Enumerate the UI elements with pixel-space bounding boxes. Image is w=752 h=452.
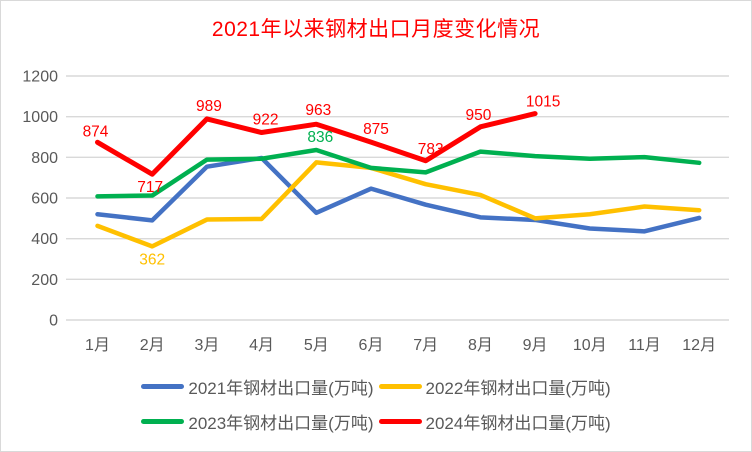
svg-text:1月: 1月	[85, 337, 110, 354]
legend-line-2022-icon	[378, 384, 422, 389]
series-line-2021	[95, 155, 702, 234]
svg-text:7月: 7月	[413, 337, 438, 354]
legend-label-2024: 2024年钢材出口量(万吨)	[425, 414, 611, 433]
legend-line-2023-icon	[141, 419, 185, 424]
svg-text:875: 875	[363, 121, 389, 138]
svg-text:874: 874	[83, 123, 109, 140]
chart-title: 2021年以来钢材出口月度变化情况	[211, 18, 541, 41]
svg-text:800: 800	[31, 150, 58, 167]
legend-item-2021: 2021年钢材出口量(万吨)	[141, 374, 374, 399]
svg-text:400: 400	[31, 231, 58, 248]
legend-row-1: 2021年钢材出口量(万吨) 2022年钢材出口量(万吨)	[141, 374, 611, 399]
legend-label-2021: 2021年钢材出口量(万吨)	[188, 379, 374, 398]
svg-text:10月: 10月	[573, 337, 607, 354]
svg-text:1000: 1000	[22, 109, 58, 126]
legend-item-2024: 2024年钢材出口量(万吨)	[378, 409, 611, 434]
svg-text:950: 950	[465, 107, 491, 124]
legend-line-2024-icon	[378, 419, 422, 424]
legend-item-2023: 2023年钢材出口量(万吨)	[141, 409, 374, 434]
data-labels: 874 717 989 922 963 875 783 950 1015 362 836	[83, 94, 561, 269]
svg-text:600: 600	[31, 191, 58, 208]
series-line-2022	[95, 160, 702, 249]
svg-text:0: 0	[49, 313, 58, 330]
svg-text:2月: 2月	[140, 337, 165, 354]
svg-text:9月: 9月	[523, 337, 548, 354]
svg-text:200: 200	[31, 272, 58, 289]
legend-label-2023: 2023年钢材出口量(万吨)	[188, 414, 374, 433]
svg-text:5月: 5月	[304, 337, 329, 354]
series-line-2024	[95, 111, 538, 177]
y-axis-labels: 0 200 400 600 800 1000 1200	[22, 69, 58, 330]
svg-text:11月: 11月	[628, 337, 661, 354]
legend-item-2022: 2022年钢材出口量(万吨)	[378, 374, 611, 399]
svg-text:8月: 8月	[468, 337, 493, 354]
svg-text:836: 836	[307, 129, 333, 146]
svg-text:783: 783	[418, 141, 444, 158]
svg-text:1015: 1015	[526, 94, 560, 111]
svg-text:989: 989	[196, 98, 222, 115]
svg-text:3月: 3月	[194, 337, 219, 354]
svg-text:922: 922	[253, 112, 279, 129]
chart-legend: 2021年钢材出口量(万吨) 2022年钢材出口量(万吨) 2023年钢材出口量…	[1, 374, 751, 434]
series-line-2023	[95, 147, 702, 199]
svg-text:963: 963	[305, 102, 331, 119]
x-axis-labels: 1月 2月 3月 4月 5月 6月 7月 8月 9月 10月 11月 12月	[85, 337, 716, 354]
svg-text:717: 717	[137, 179, 163, 196]
svg-text:4月: 4月	[249, 337, 274, 354]
legend-label-2022: 2022年钢材出口量(万吨)	[425, 379, 611, 398]
svg-text:1200: 1200	[22, 69, 58, 86]
svg-text:6月: 6月	[359, 337, 384, 354]
legend-row-2: 2023年钢材出口量(万吨) 2024年钢材出口量(万吨)	[141, 409, 611, 434]
svg-text:12月: 12月	[682, 337, 716, 354]
svg-text:362: 362	[139, 251, 165, 268]
legend-line-2021-icon	[141, 384, 185, 389]
